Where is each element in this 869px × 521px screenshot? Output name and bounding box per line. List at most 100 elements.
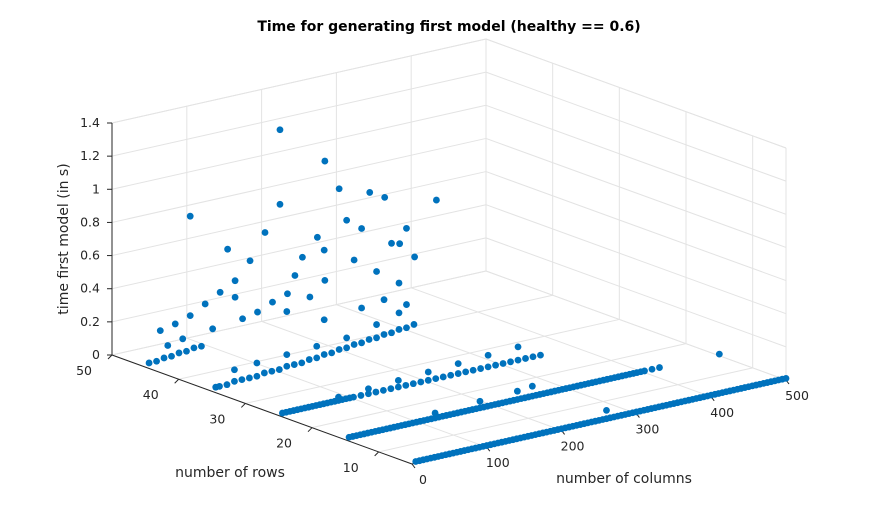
data-point: [313, 354, 321, 362]
y-tick-mark: [374, 451, 380, 457]
data-point: [507, 358, 514, 366]
data-point: [395, 309, 403, 317]
data-point: [365, 390, 372, 398]
gridline-sidewall-z: [485, 270, 787, 381]
data-point: [239, 315, 246, 323]
data-point: [313, 342, 321, 350]
data-point: [328, 349, 336, 357]
data-point: [492, 361, 499, 369]
gridline-floor-x: [411, 287, 712, 398]
data-point: [522, 355, 529, 362]
data-point: [410, 321, 418, 328]
y-tick-label: 50: [76, 363, 92, 378]
data-point: [417, 378, 425, 386]
data-point: [528, 382, 536, 390]
data-point: [145, 359, 153, 367]
data-point: [224, 245, 232, 253]
data-point: [290, 361, 298, 368]
y-tick-mark: [107, 354, 113, 360]
data-point: [153, 357, 160, 365]
gridline-sidewall-z: [485, 237, 787, 348]
data-point: [238, 376, 246, 384]
data-point: [403, 324, 410, 332]
data-point: [365, 336, 373, 343]
data-point: [373, 334, 380, 342]
x-tick-label: 0: [419, 472, 427, 487]
chart-title: Time for generating first model (healthy…: [257, 19, 640, 35]
y-tick-label: 20: [276, 436, 292, 451]
data-point: [186, 312, 194, 320]
tick-labels: 0100200300400500102030405000.20.40.60.81…: [76, 115, 809, 487]
data-point: [715, 350, 723, 358]
data-point: [183, 347, 190, 355]
data-point: [477, 365, 485, 372]
data-point: [648, 365, 656, 373]
data-point: [641, 367, 648, 375]
box-edge: [111, 38, 487, 124]
data-point: [209, 325, 217, 333]
y-tick-label: 40: [143, 387, 159, 402]
data-point: [431, 409, 439, 417]
data-point: [514, 356, 522, 364]
gridline-sidewall-z: [485, 104, 787, 215]
data-point: [484, 363, 492, 371]
x-tick-mark: [411, 463, 416, 469]
x-tick-label: 500: [785, 388, 809, 403]
gridline-backwall-z: [111, 237, 487, 323]
data-point: [380, 331, 388, 338]
gridline-sidewall-z: [485, 71, 787, 182]
gridline-backwall-z: [111, 204, 487, 290]
data-point: [320, 316, 328, 324]
y-axis-label: number of rows: [175, 465, 285, 481]
data-point: [373, 268, 380, 275]
data-point: [537, 351, 544, 359]
data-point: [462, 368, 470, 376]
data-point: [379, 386, 387, 394]
data-point: [320, 246, 328, 254]
data-point: [656, 364, 663, 371]
data-point: [343, 334, 351, 342]
data-point: [283, 308, 291, 315]
data-point: [335, 185, 343, 193]
y-tick-label: 10: [343, 460, 359, 475]
data-point: [484, 351, 492, 359]
box-edge: [485, 38, 787, 149]
data-point: [454, 370, 462, 377]
data-point: [424, 376, 432, 384]
data-point: [320, 351, 328, 358]
data-point: [306, 293, 314, 301]
data-point: [350, 256, 358, 264]
data-point: [402, 381, 410, 389]
data-point: [447, 371, 455, 379]
data-point: [394, 383, 402, 391]
data-point: [201, 300, 209, 308]
data-point: [231, 293, 239, 301]
data-point: [454, 360, 462, 368]
data-point: [275, 366, 283, 373]
data-point: [388, 329, 395, 337]
data-point: [164, 342, 172, 349]
y-tick-mark: [240, 403, 246, 408]
z-tick-label: 1.4: [80, 115, 100, 130]
data-point: [403, 224, 410, 232]
data-point: [298, 359, 306, 367]
data-point: [395, 326, 403, 333]
data-point: [253, 359, 261, 367]
data-point: [403, 301, 410, 308]
gridline-sidewall-z: [485, 204, 787, 315]
data-point: [175, 349, 183, 357]
data-point: [171, 320, 179, 328]
data-point: [372, 388, 380, 396]
data-point: [396, 240, 404, 248]
x-tick-label: 400: [710, 405, 734, 420]
data-point: [424, 368, 432, 376]
data-point: [514, 343, 522, 351]
gridline-floor-y: [245, 318, 620, 404]
gridline-floor-x: [186, 337, 487, 448]
data-point: [246, 257, 254, 265]
gridline-backwall-z: [111, 71, 487, 157]
z-axis-label: time first model (in s): [56, 163, 72, 314]
data-point: [231, 277, 239, 285]
gridline-floor-y: [378, 367, 753, 453]
